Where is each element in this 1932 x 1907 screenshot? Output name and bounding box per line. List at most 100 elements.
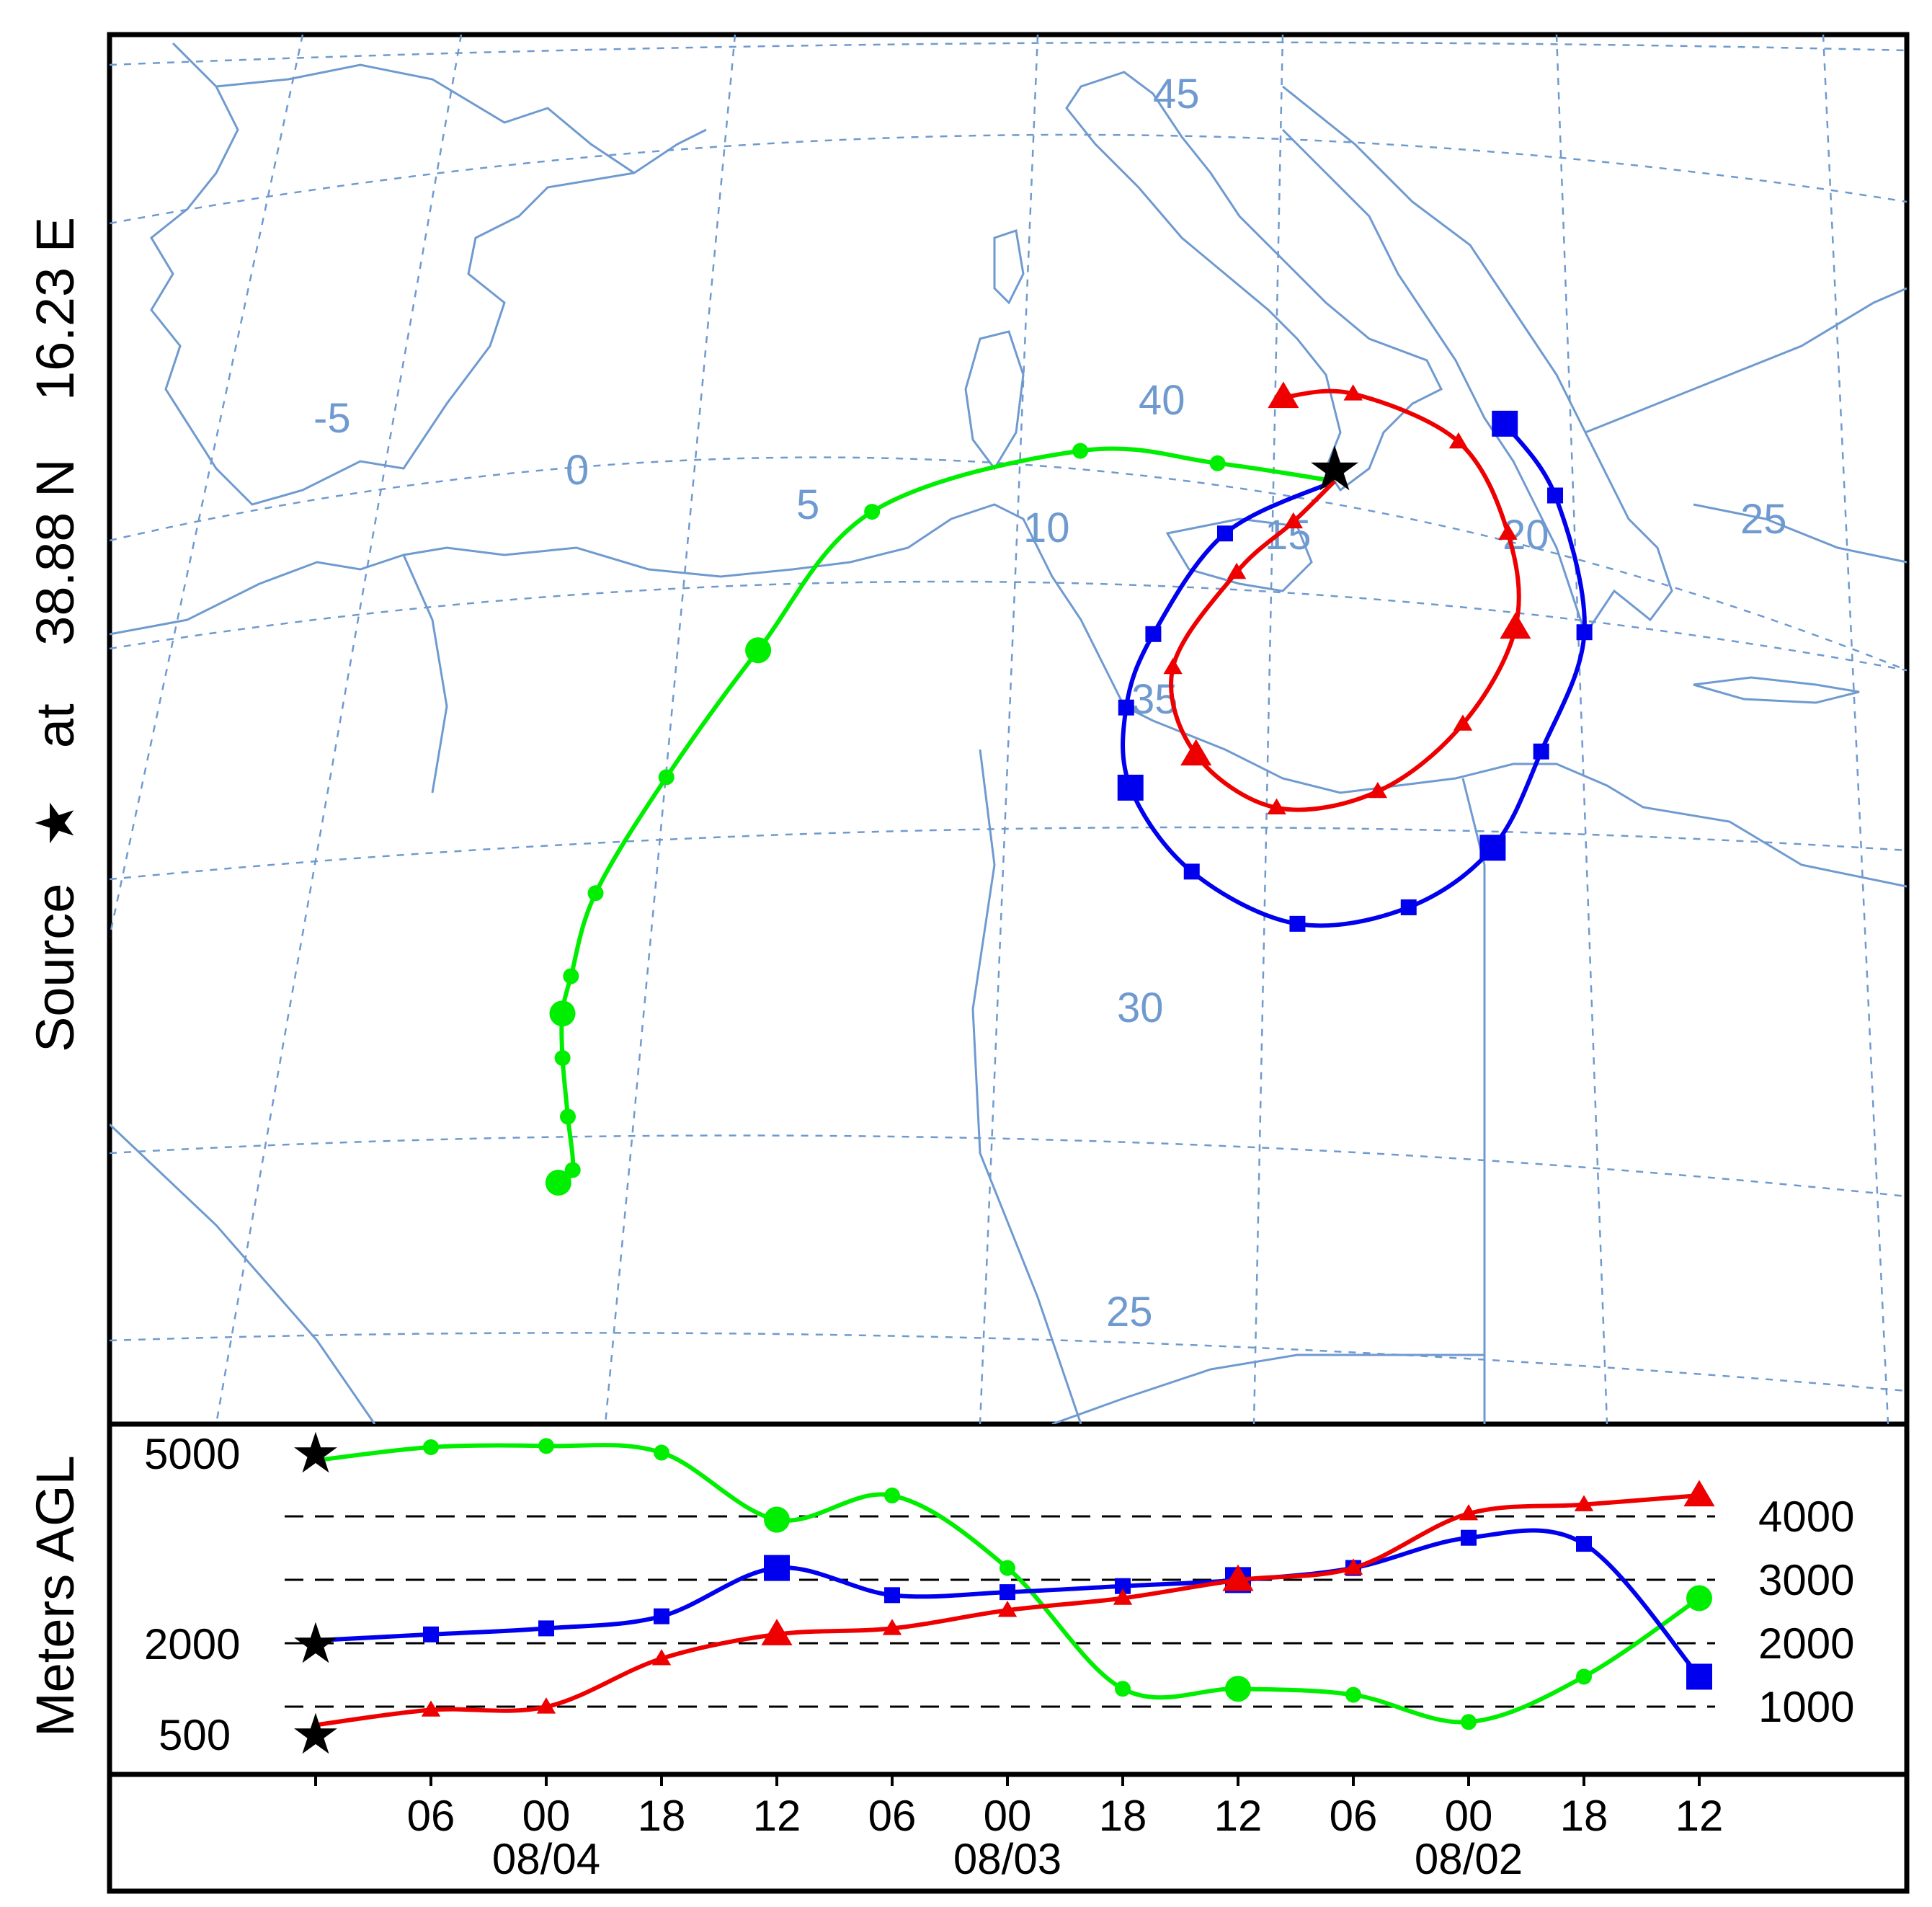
latitude-labels: 45 40 35 30 25 — [1106, 71, 1200, 1335]
height-marker — [538, 1620, 554, 1637]
lon-label: 5 — [796, 481, 819, 528]
height-left-ticks: 5000 2000 500 — [144, 1430, 240, 1759]
right-tick-label: 2000 — [1758, 1619, 1854, 1668]
trajectory-marker — [1343, 384, 1363, 401]
height-marker — [764, 1555, 790, 1581]
lon-label: 15 — [1265, 512, 1312, 559]
trajectory-marker — [1453, 714, 1473, 731]
trajectory-marker — [1145, 626, 1162, 642]
trajectory-marker — [564, 1162, 581, 1178]
hour-label: 00 — [522, 1792, 571, 1840]
height-marker — [536, 1697, 556, 1714]
trajectory-marker — [563, 968, 579, 984]
height-marker — [1576, 1668, 1592, 1685]
hour-label: 06 — [868, 1792, 917, 1840]
trajectory-marker — [1533, 743, 1549, 760]
height-marker — [1345, 1686, 1361, 1703]
trajectory-marker — [587, 885, 604, 902]
lat-label: 30 — [1117, 984, 1164, 1031]
height-marker — [1000, 1560, 1015, 1576]
hour-label: 18 — [1099, 1792, 1147, 1840]
star-icon: ★ — [290, 1421, 341, 1485]
height-start-stars: ★ ★ ★ — [290, 1421, 341, 1766]
trajectory-marker — [1209, 455, 1226, 471]
hour-label: 12 — [753, 1792, 801, 1840]
trajectory-line — [556, 446, 1335, 1185]
height-marker — [538, 1438, 554, 1454]
star-icon: ★ — [290, 1612, 341, 1675]
height-marker — [1343, 1558, 1363, 1575]
lat-label: 45 — [1153, 71, 1200, 117]
hour-label: 18 — [1560, 1792, 1608, 1840]
height-marker — [654, 1608, 669, 1624]
height-marker — [997, 1601, 1018, 1617]
hour-label: 12 — [1675, 1792, 1724, 1840]
source-caption: Source ★ at 38.88 N 16.23 E — [25, 217, 85, 1052]
trajectory-marker — [745, 637, 772, 664]
height-marker — [421, 1700, 441, 1717]
star-icon: ★ — [290, 1702, 341, 1766]
height-reference-lines — [285, 1515, 1715, 1708]
height-marker — [1459, 1503, 1479, 1521]
height-marker — [1574, 1495, 1594, 1511]
trajectory-marker — [1183, 863, 1200, 880]
hour-label: 12 — [1214, 1792, 1263, 1840]
trajectory-marker — [1289, 915, 1306, 932]
hour-label: 00 — [984, 1792, 1032, 1840]
trajectory-marker — [1492, 410, 1518, 437]
height-marker — [761, 1619, 793, 1645]
trajectory-marker — [658, 769, 675, 786]
height-marker — [1461, 1529, 1477, 1546]
lon-label: 10 — [1023, 504, 1070, 551]
height-marker — [1000, 1584, 1015, 1601]
height-marker — [651, 1649, 672, 1666]
source-marker: ★ — [1306, 435, 1362, 504]
trajectory-marker — [1216, 525, 1233, 542]
lat-label: 25 — [1106, 1289, 1153, 1335]
svg-text:Source ★ at: Source ★ at 38.88 N 16.23 E — [25, 217, 85, 1052]
hour-label: 18 — [638, 1792, 686, 1840]
date-label: 08/04 — [492, 1835, 600, 1883]
height-marker — [1683, 1480, 1715, 1507]
hour-label: 06 — [407, 1792, 455, 1840]
height-marker — [1115, 1578, 1131, 1594]
trajectory-marker — [1163, 657, 1183, 675]
trajectory-marker — [1072, 443, 1089, 459]
time-hour-labels: 06 00 18 12 06 00 18 12 06 00 18 12 — [407, 1792, 1724, 1840]
height-marker — [1225, 1676, 1251, 1702]
right-tick-label: 4000 — [1758, 1493, 1854, 1541]
longitude-labels: -5 0 5 10 15 20 25 — [313, 395, 1787, 559]
time-date-labels: 08/04 08/03 08/02 — [492, 1835, 1523, 1883]
height-marker — [1686, 1663, 1712, 1690]
hour-label: 00 — [1445, 1792, 1493, 1840]
height-marker — [1115, 1681, 1131, 1697]
height-marker — [882, 1619, 902, 1635]
trajectory-marker — [1283, 512, 1303, 529]
trajectory-marker — [1479, 835, 1506, 861]
trajectory-marker — [1180, 739, 1212, 766]
graticule — [110, 35, 1907, 1424]
lat-label: 40 — [1139, 377, 1185, 424]
trajectory-marker — [1576, 624, 1593, 641]
lon-label: 0 — [566, 447, 589, 494]
height-marker — [1461, 1714, 1477, 1730]
trajectory-marker — [1118, 699, 1134, 716]
height-marker — [884, 1488, 900, 1504]
right-tick-label: 3000 — [1758, 1556, 1854, 1604]
star-icon: ★ — [25, 799, 85, 847]
trajectory-marker — [864, 504, 881, 520]
height-marker — [423, 1439, 439, 1455]
source-label: Source — [25, 884, 85, 1052]
right-tick-label: 1000 — [1758, 1683, 1854, 1731]
trajectory-marker — [1500, 612, 1531, 639]
height-marker — [1113, 1588, 1133, 1605]
left-tick-label: 5000 — [144, 1430, 240, 1478]
trajectory-marker — [1547, 487, 1564, 504]
trajectory-marker — [1268, 381, 1299, 409]
left-tick-label: 2000 — [144, 1620, 240, 1668]
trajectory-marker — [554, 1050, 571, 1066]
trajectory-marker — [1227, 562, 1247, 579]
height-profiles — [315, 1438, 1715, 1730]
trajectory-marker — [545, 1170, 571, 1196]
star-icon: ★ — [1306, 435, 1362, 504]
